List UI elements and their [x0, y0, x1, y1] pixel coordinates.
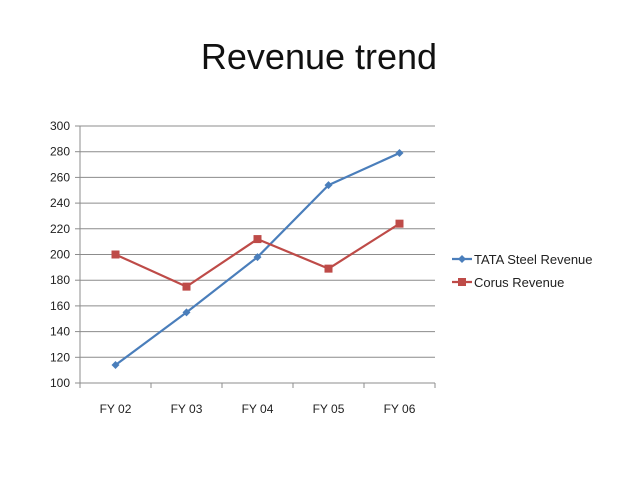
data-point: [182, 282, 191, 291]
data-point: [253, 235, 262, 244]
axes: [75, 125, 436, 388]
x-tick-label: FY 04: [242, 402, 274, 416]
x-tick-label: FY 02: [100, 402, 132, 416]
y-tick-labels: 100 120 140 160 180 200 220 240 260 280 300: [50, 119, 70, 390]
x-tick-label: FY 06: [384, 402, 416, 416]
y-tick-label: 120: [50, 350, 70, 364]
y-tick-label: 220: [50, 222, 70, 236]
gridlines: [80, 125, 435, 384]
y-tick-label: 140: [50, 325, 70, 339]
series-lines: [111, 148, 404, 370]
legend-swatch-marker: [458, 255, 466, 263]
chart-title: Revenue trend: [200, 36, 438, 77]
data-point: [111, 250, 120, 259]
y-tick-label: 180: [50, 273, 70, 287]
y-tick-label: 300: [50, 119, 70, 133]
data-point: [111, 361, 120, 370]
y-tick-label: 160: [50, 299, 70, 313]
x-tick-label: FY 03: [171, 402, 203, 416]
y-tick-label: 200: [50, 248, 70, 262]
data-point: [324, 181, 333, 190]
legend-label: Corus Revenue: [474, 275, 564, 290]
y-tick-label: 240: [50, 196, 70, 210]
x-tick-label: FY 05: [313, 402, 345, 416]
data-point: [253, 253, 262, 262]
legend-entry: Corus Revenue: [452, 275, 564, 290]
data-point: [324, 264, 333, 273]
data-point: [182, 308, 191, 317]
series-tata-steel: [111, 148, 404, 370]
legend-swatch-marker: [458, 278, 466, 286]
data-point: [395, 219, 404, 228]
x-tick-labels: FY 02 FY 03 FY 04 FY 05 FY 06: [100, 402, 416, 416]
series-corus: [111, 219, 404, 291]
legend-label: TATA Steel Revenue: [474, 252, 593, 267]
y-tick-label: 100: [50, 376, 70, 390]
legend: TATA Steel Revenue Corus Revenue: [452, 252, 593, 290]
legend-entry: TATA Steel Revenue: [452, 252, 593, 267]
data-point: [395, 148, 404, 157]
y-tick-label: 280: [50, 145, 70, 159]
y-tick-label: 260: [50, 170, 70, 184]
